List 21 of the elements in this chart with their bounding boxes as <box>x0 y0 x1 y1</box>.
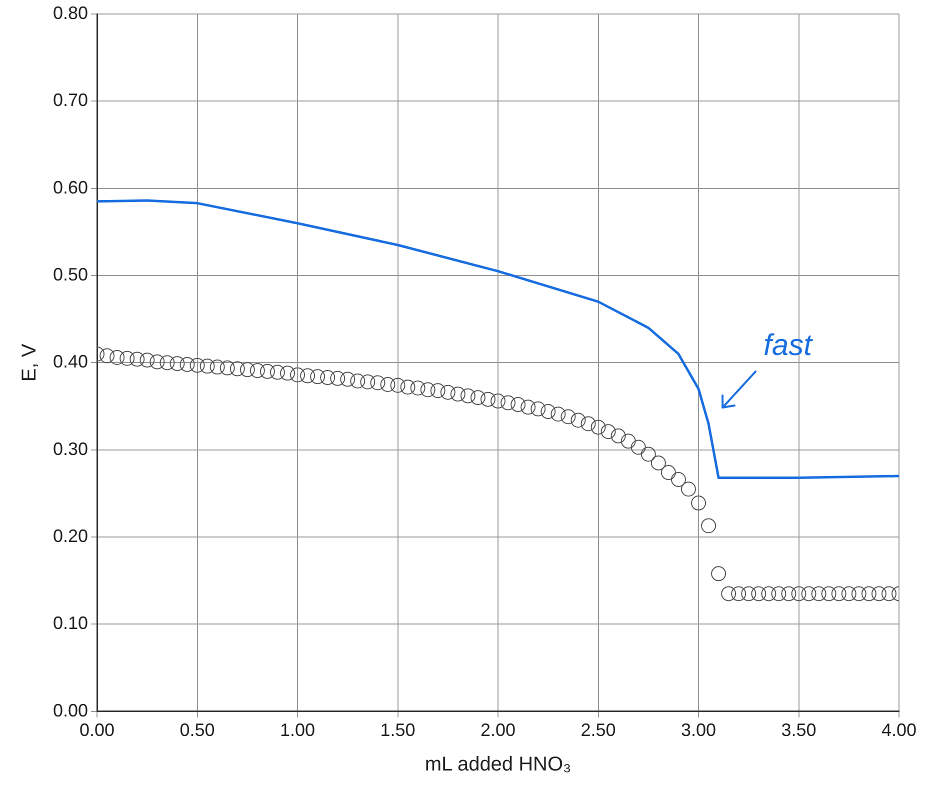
y-axis-title: E, V <box>18 343 41 382</box>
y-tick-label: 0.80 <box>52 2 88 23</box>
x-axis-title: mL added HNO₃ <box>424 754 572 776</box>
y-tick-label: 0.40 <box>52 352 88 372</box>
x-tick-label: 1.50 <box>380 720 416 740</box>
x-tick-label: 0.00 <box>80 720 115 740</box>
annotation: fast <box>764 328 814 362</box>
y-tick-label: 0.20 <box>52 526 88 546</box>
x-tick-label: 2.00 <box>480 720 516 740</box>
y-tick-label: 0.00 <box>52 700 88 720</box>
x-tick-label: 4.00 <box>881 720 917 740</box>
y-tick-label: 0.50 <box>52 264 88 284</box>
x-tick-label: 2.50 <box>580 720 616 740</box>
y-tick-label: 0.30 <box>52 438 88 459</box>
x-tick-label: 1.00 <box>280 720 316 740</box>
y-tick-label: 0.10 <box>52 613 88 634</box>
x-tick-label: 3.00 <box>680 720 716 740</box>
x-tick-label: 3.50 <box>781 720 816 740</box>
y-tick-label: 0.60 <box>52 177 88 198</box>
x-tick-label: 0.50 <box>180 720 215 740</box>
y-tick-label: 0.70 <box>52 90 88 110</box>
